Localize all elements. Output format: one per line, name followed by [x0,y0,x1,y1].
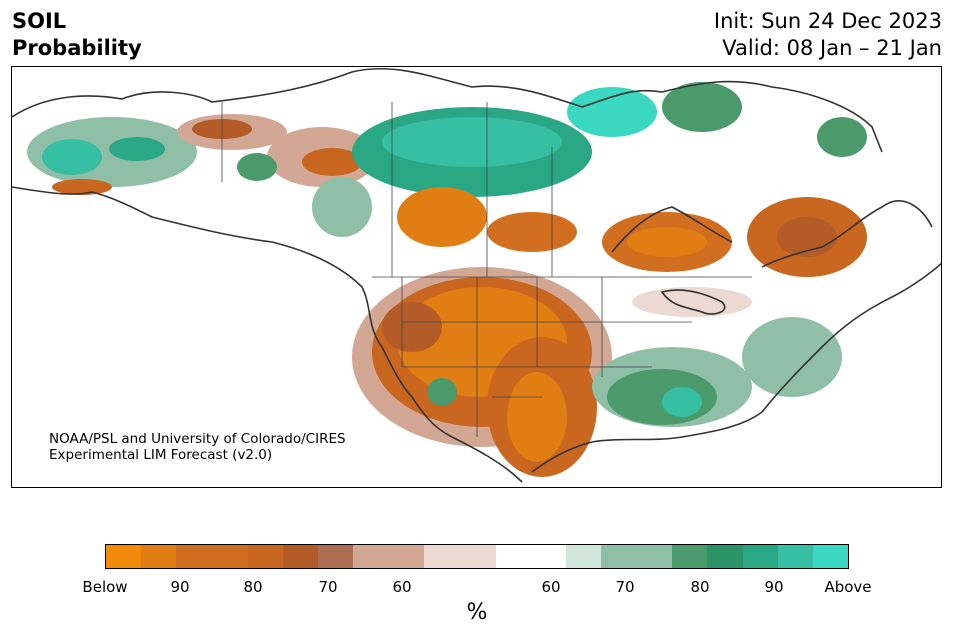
map-title: SOIL Probability [12,8,142,62]
colorbar-segment [424,545,496,568]
colorbar-segment [353,545,425,568]
probability-map [11,66,942,488]
map-patch [109,137,165,161]
colorbar-segment [707,545,743,568]
coastline [12,186,523,483]
colorbar-segment [247,545,283,568]
colorbar-tick-label: 70 [318,578,338,596]
colorbar-tick-label: Above [824,578,872,596]
colorbar-tick-label: 90 [170,578,190,596]
colorbar-segment [777,545,813,568]
credit-line-2: Experimental LIM Forecast (v2.0) [49,447,273,463]
map-patch [742,317,842,397]
coastline [761,200,933,268]
forecast-dates: Init: Sun 24 Dec 2023 Valid: 08 Jan – 21… [714,8,942,62]
colorbar-tick-label: 70 [615,578,635,596]
map-patch [237,153,277,181]
coastline [531,262,941,473]
colorbar-segment [495,545,566,568]
colorbar-tick-label: 60 [392,578,412,596]
map-fill-layer [27,82,867,477]
colorbar-segment [742,545,778,568]
map-patch [507,372,567,462]
colorbar-segment [282,545,318,568]
init-date: Init: Sun 24 Dec 2023 [713,9,942,33]
map-patch [567,87,657,137]
map-patch [627,227,707,257]
data-credit: NOAA/PSL and University of Colorado/CIRE… [49,431,346,463]
great-lakes [660,289,726,315]
map-patch [427,378,457,406]
map-svg [12,67,941,483]
map-outline-layer [12,67,941,483]
coastline [611,206,733,253]
colorbar-unit-label: % [466,600,488,625]
map-patch [52,179,112,195]
coastline [12,67,883,153]
map-patch [302,148,362,176]
map-patch [487,212,577,252]
map-patch [817,117,867,157]
map-patch [42,139,102,175]
map-patch [662,82,742,132]
colorbar [105,544,849,569]
colorbar-segment [141,545,177,568]
map-patch [382,302,442,352]
map-patch [382,117,562,167]
map-patch [312,177,372,237]
colorbar-tick-label: 90 [764,578,784,596]
state-border-layer [221,102,752,437]
title-line-2: Probability [12,36,142,60]
colorbar-tick-label: Below [82,578,128,596]
credit-line-1: NOAA/PSL and University of Colorado/CIRE… [49,431,346,447]
colorbar-segment [672,545,708,568]
colorbar-segment [601,545,673,568]
title-line-1: SOIL [12,9,67,33]
colorbar-tick-label: 60 [541,578,561,596]
colorbar-segment [176,545,248,568]
colorbar-tick-label: 80 [243,578,263,596]
map-patch [632,287,752,317]
colorbar-segment [317,545,354,568]
map-patch [662,387,702,417]
colorbar-segment [812,545,849,568]
valid-date: Valid: 08 Jan – 21 Jan [722,36,942,60]
colorbar-tick-label: 80 [690,578,710,596]
colorbar-segment [106,545,142,568]
map-patch [397,187,487,247]
colorbar-segment [565,545,601,568]
